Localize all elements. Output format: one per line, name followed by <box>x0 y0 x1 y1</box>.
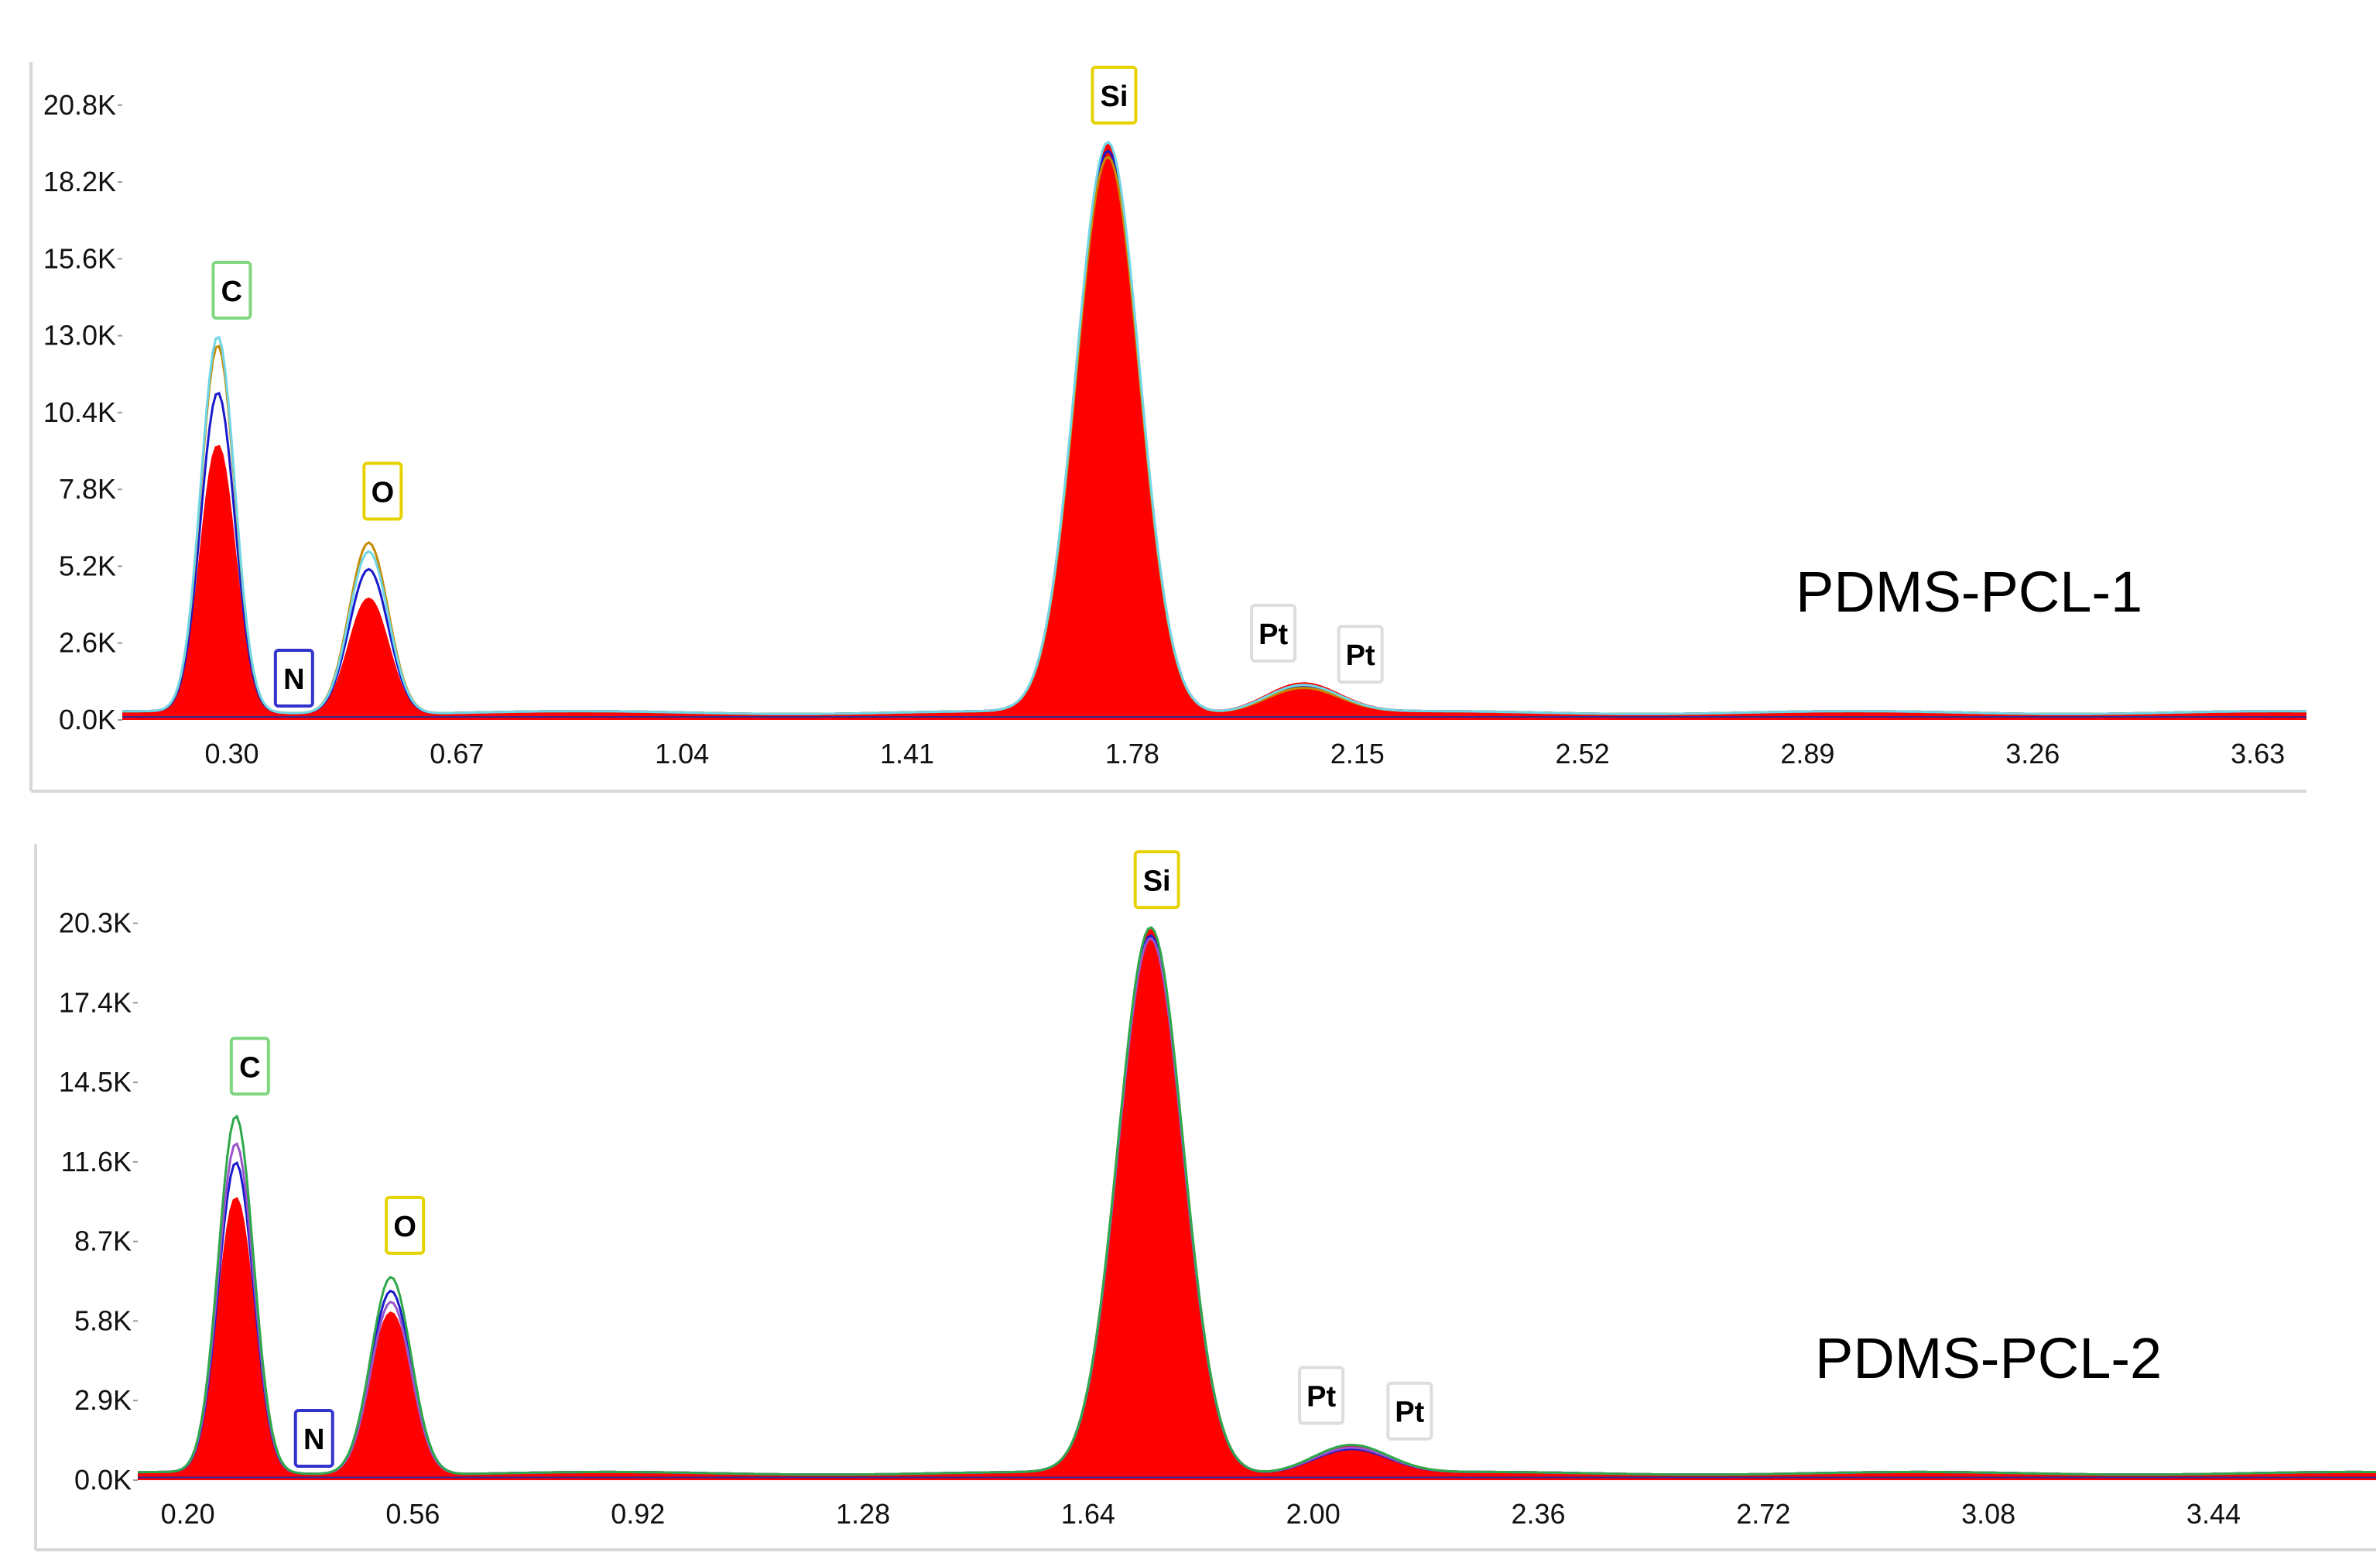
eds-spectrum-chart-1: 0.0K 2.6K 5.2K 7.8K 10.4K 13.0K 15.6K 18.2K 20.8… <box>29 62 2307 793</box>
peak-label-box-n <box>273 649 314 708</box>
y-tick-label: 13.0K <box>43 320 116 351</box>
y-tick-label: 17.4K <box>59 986 132 1018</box>
x-tick-label: 3.63 <box>2231 738 2285 770</box>
y-tick-label: 18.2K <box>43 166 116 197</box>
x-tick-label: 1.41 <box>880 738 934 770</box>
x-tick-label: 1.78 <box>1105 738 1159 770</box>
peak-label-pt: Pt <box>1346 639 1375 672</box>
x-tick-label: 3.26 <box>2005 738 2060 770</box>
spectrum-panel-1: 0.0K 2.6K 5.2K 7.8K 10.4K 13.0K 15.6K 18.2K 20.8… <box>29 62 2307 793</box>
y-tick-label: 5.8K <box>74 1304 132 1336</box>
x-tick-label: 1.28 <box>836 1498 890 1530</box>
peak-label-box-n <box>293 1409 334 1468</box>
peak-label-box-pt <box>1298 1366 1345 1425</box>
peak-label-box-c <box>211 260 252 320</box>
peak-label-si: Si <box>1143 865 1171 897</box>
peak-label-box-si <box>1133 850 1180 910</box>
peak-label-n: N <box>303 1424 324 1456</box>
peak-label-pt: Pt <box>1306 1381 1336 1414</box>
x-tick-label: 1.64 <box>1061 1498 1115 1530</box>
x-tick-label: 0.30 <box>204 738 259 770</box>
x-tick-label: 1.04 <box>655 738 709 770</box>
y-tick-label: 5.2K <box>59 550 116 581</box>
x-tick-label: 0.20 <box>161 1498 215 1530</box>
peak-label-box-pt <box>1250 603 1297 663</box>
y-tick-label: 2.9K <box>74 1384 132 1416</box>
peak-label-o: O <box>393 1211 416 1243</box>
x-tick-label: 0.67 <box>430 738 484 770</box>
y-tick-label: 2.6K <box>59 627 116 659</box>
x-tick-label: 2.36 <box>1511 1498 1565 1530</box>
spectrum-line-series-3 <box>122 140 2307 715</box>
peak-label-c: C <box>221 276 242 308</box>
x-tick-label: 2.89 <box>1780 738 1834 770</box>
x-tick-label: 2.00 <box>1286 1498 1341 1530</box>
x-tick-label: 3.44 <box>2187 1498 2241 1530</box>
x-tick-label: 3.08 <box>1961 1498 2015 1530</box>
spectrum-panel-2: 0.0K 2.9K 5.8K 8.7K 11.6K 14.5K 17.4K 20.3K 0.20… <box>0 782 2380 1563</box>
y-tick-label: 7.8K <box>59 473 116 505</box>
peak-label-si: Si <box>1100 81 1128 113</box>
y-tick-label: 15.6K <box>43 242 116 274</box>
y-tick-label: 8.7K <box>74 1225 132 1257</box>
spectrum-line-series-1 <box>138 934 2376 1476</box>
sample-label: PDMS-PCL-2 <box>1815 1326 2162 1390</box>
x-tick-label: 2.52 <box>1556 738 1610 770</box>
x-tick-label: 2.72 <box>1736 1498 1790 1530</box>
peak-label-pt: Pt <box>1258 619 1288 651</box>
y-tick-label: 11.6K <box>61 1146 132 1177</box>
eds-spectrum-chart-2: 0.0K 2.9K 5.8K 8.7K 11.6K 14.5K 17.4K 20.3K 0.20… <box>34 844 2376 1551</box>
peak-label-box-o <box>362 461 403 521</box>
x-tick-label: 2.15 <box>1330 738 1385 770</box>
y-tick-label: 14.5K <box>59 1066 132 1098</box>
spectrum-line-series-1 <box>122 149 2307 715</box>
peak-label-pt: Pt <box>1395 1397 1424 1429</box>
y-tick-label: 20.8K <box>43 89 116 121</box>
spectrum-fill-series-0 <box>122 145 2306 721</box>
peak-label-n: N <box>283 663 304 696</box>
spectrum-line-series-0 <box>122 143 2307 715</box>
spectrum-line-series-2 <box>122 155 2307 715</box>
y-tick-label: 10.4K <box>43 396 116 428</box>
peak-label-box-pt <box>1337 625 1384 684</box>
peak-label-c: C <box>239 1051 260 1084</box>
x-tick-label: 0.92 <box>611 1498 665 1530</box>
sample-label: PDMS-PCL-1 <box>1796 560 2142 624</box>
spectrum-line-series-2 <box>138 937 2376 1476</box>
spectrum-line-series-0 <box>138 928 2376 1476</box>
peak-label-box-pt <box>1386 1381 1433 1441</box>
spectrum-fill-series-0 <box>138 930 2376 1480</box>
peak-label-box-c <box>229 1037 270 1096</box>
peak-label-box-si <box>1091 65 1138 125</box>
y-tick-label: 0.0K <box>74 1464 132 1496</box>
peak-label-box-o <box>385 1195 426 1255</box>
spectrum-line-series-3 <box>138 926 2376 1476</box>
peak-label-o: O <box>372 477 395 509</box>
y-tick-label: 20.3K <box>59 907 132 939</box>
y-tick-label: 0.0K <box>59 704 116 735</box>
x-tick-label: 0.56 <box>385 1498 440 1530</box>
